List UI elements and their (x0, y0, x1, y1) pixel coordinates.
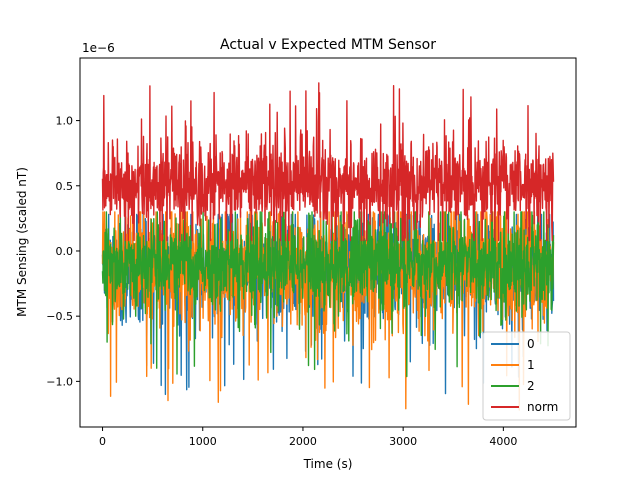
y-tick-label: 0.0 (56, 245, 74, 258)
legend-label: 2 (527, 379, 535, 393)
plot-frame (79, 57, 577, 428)
legend-label: 0 (527, 337, 535, 351)
x-tick-label: 3000 (389, 435, 417, 448)
legend-box (482, 331, 571, 421)
y-tick-label: 0.5 (56, 180, 74, 193)
x-axis-label: Time (s) (303, 457, 353, 471)
legend-label: 1 (527, 358, 535, 372)
y-scale-note: 1e−6 (82, 41, 115, 55)
y-tick-label: 1.0 (56, 115, 74, 128)
x-tick-label: 2000 (289, 435, 317, 448)
x-axis: 0 1000 2000 3000 4000 (99, 427, 517, 448)
y-axis-label: MTM Sensing (scaled nT) (15, 167, 29, 317)
x-tick-label: 1000 (189, 435, 217, 448)
x-tick-label: 4000 (489, 435, 517, 448)
series-line-norm (101, 82, 555, 242)
series-layer (101, 82, 555, 411)
y-tick-label: −1.0 (46, 375, 73, 388)
series-line-2 (101, 211, 555, 378)
x-tick-label: 0 (99, 435, 106, 448)
chart-title: Actual v Expected MTM Sensor (220, 37, 436, 53)
y-tick-label: −0.5 (46, 310, 73, 323)
legend-label: norm (527, 400, 558, 414)
legend: 0 1 2 norm (482, 331, 571, 421)
y-axis: −1.0 −0.5 0.0 0.5 1.0 (46, 115, 80, 388)
